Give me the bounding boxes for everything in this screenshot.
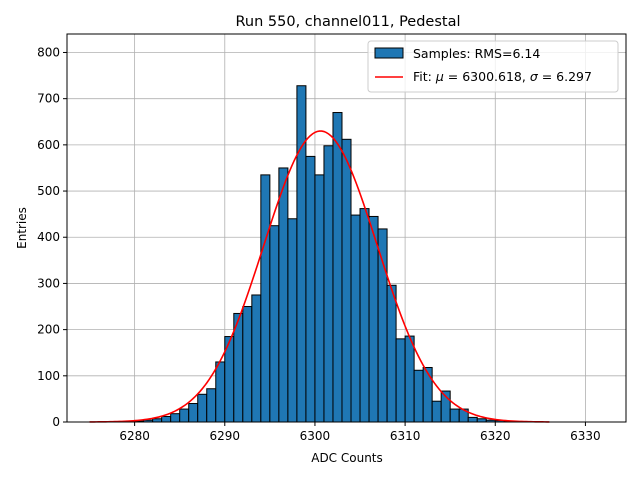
legend-box	[367, 40, 619, 93]
histogram-bar	[467, 416, 478, 423]
histogram-bars	[134, 85, 523, 423]
legend-label-samples: Samples: RMS=6.14	[413, 46, 540, 61]
histogram-bar	[197, 393, 208, 423]
histogram-bar	[341, 138, 352, 423]
y-tick-label: 800	[37, 45, 60, 59]
histogram-bar	[269, 225, 280, 423]
histogram-bar	[287, 218, 298, 423]
legend-fit-mu-symbol: μ	[435, 69, 444, 84]
histogram-bar	[431, 400, 442, 423]
x-tick-label: 6330	[570, 429, 601, 443]
y-tick-label: 400	[37, 230, 60, 244]
legend-swatch-samples	[374, 47, 404, 59]
chart-title: Run 550, channel011, Pedestal	[235, 14, 460, 30]
histogram-bar	[323, 145, 334, 423]
legend-fit-mu-value: = 6300.618,	[444, 69, 530, 84]
y-tick-label: 500	[37, 184, 60, 198]
y-axis-ticks: 0 100 200 300 400 500 600 700 800	[37, 45, 67, 429]
x-tick-label: 6280	[119, 429, 150, 443]
histogram-bar	[404, 335, 415, 423]
y-tick-label: 300	[37, 276, 60, 290]
histogram-bar	[260, 174, 271, 423]
histogram-bar	[395, 338, 406, 423]
y-tick-label: 100	[37, 369, 60, 383]
legend-fit-sigma-symbol: σ	[530, 69, 539, 84]
x-axis-ticks: 6280 6290 6300 6310 6320 6330	[119, 422, 601, 443]
histogram-bar	[170, 413, 181, 423]
x-tick-label: 6300	[300, 429, 331, 443]
x-tick-label: 6310	[390, 429, 421, 443]
histogram-bar	[206, 388, 217, 423]
histogram-bar	[251, 294, 262, 423]
x-tick-label: 6290	[210, 429, 241, 443]
legend: Samples: RMS=6.14 Fit: μ = 6300.618, σ =…	[367, 40, 619, 93]
y-tick-label: 200	[37, 323, 60, 337]
histogram-bar	[314, 174, 325, 423]
histogram-bar	[422, 366, 433, 423]
histogram-bar	[179, 408, 190, 423]
histogram-bar	[278, 167, 289, 423]
histogram-bar	[368, 215, 379, 423]
histogram-bar	[296, 85, 307, 423]
histogram-bar	[359, 208, 370, 423]
histogram-bar	[350, 214, 361, 423]
y-tick-label: 700	[37, 92, 60, 106]
x-axis-label: ADC Counts	[311, 451, 383, 465]
histogram-bar	[377, 228, 388, 423]
histogram-bar	[386, 284, 397, 423]
histogram-bar	[188, 403, 199, 423]
y-tick-label: 600	[37, 138, 60, 152]
legend-fit-prefix: Fit:	[413, 69, 436, 84]
histogram-bar	[332, 112, 343, 423]
histogram-bar	[215, 361, 226, 423]
plot-frame	[66, 33, 627, 423]
legend-fit-sigma-value: = 6.297	[538, 69, 592, 84]
y-tick-label: 0	[52, 415, 60, 429]
y-axis-label: Entries	[15, 207, 29, 249]
histogram-bar	[305, 155, 316, 423]
histogram-bar	[161, 415, 172, 423]
histogram-bar	[449, 408, 460, 423]
histogram-bar	[242, 306, 253, 423]
legend-label-fit: Fit: μ = 6300.618, σ = 6.297	[413, 69, 592, 84]
x-tick-label: 6320	[480, 429, 511, 443]
fit-curve	[89, 130, 550, 423]
histogram-bar	[413, 369, 424, 423]
